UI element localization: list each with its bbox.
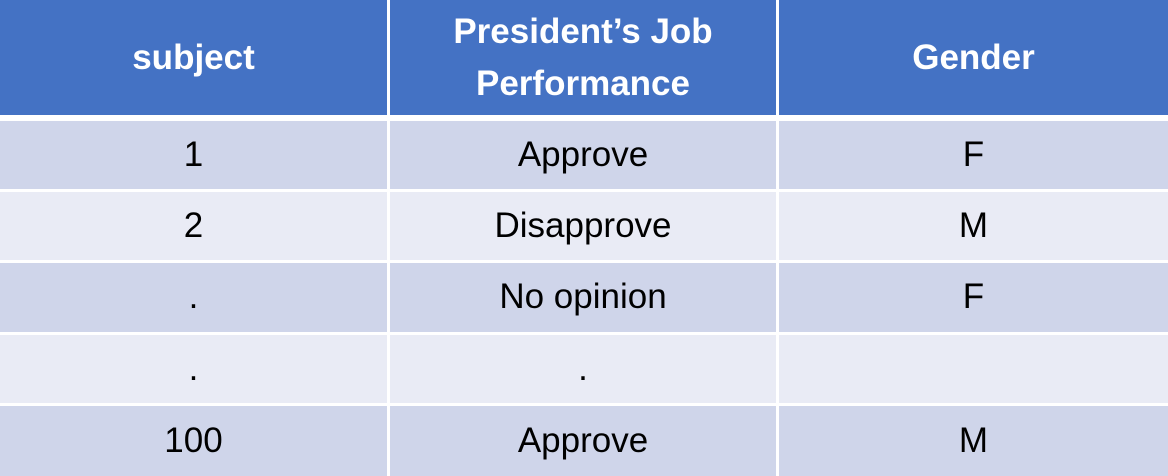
cell-gender: F	[779, 121, 1168, 193]
cell-job-performance: Approve	[390, 121, 779, 193]
column-header-label: subject	[132, 37, 255, 77]
column-header-label: Gender	[912, 37, 1035, 77]
table-row: 100 Approve M	[0, 405, 1168, 476]
cell-gender: M	[779, 405, 1168, 476]
cell-subject: 2	[0, 192, 390, 264]
column-header-subject: subject	[0, 0, 390, 121]
column-header-gender: Gender	[779, 0, 1168, 121]
cell-gender: F	[779, 263, 1168, 335]
cell-gender	[779, 334, 1168, 406]
column-header-label: President’s Job Performance	[453, 11, 713, 103]
cell-job-performance: Disapprove	[390, 192, 779, 264]
table-body: 1 Approve F 2 Disapprove M . No opinion …	[0, 121, 1168, 476]
table-row: . .	[0, 334, 1168, 406]
cell-subject: .	[0, 334, 390, 406]
cell-job-performance: Approve	[390, 405, 779, 476]
header-row: subject President’s Job Performance Gend…	[0, 0, 1168, 121]
table-row: 2 Disapprove M	[0, 192, 1168, 264]
cell-subject: 1	[0, 121, 390, 193]
cell-subject: 100	[0, 405, 390, 476]
table-header: subject President’s Job Performance Gend…	[0, 0, 1168, 121]
cell-job-performance: No opinion	[390, 263, 779, 335]
cell-subject: .	[0, 263, 390, 335]
table-row: 1 Approve F	[0, 121, 1168, 193]
cell-job-performance: .	[390, 334, 779, 406]
column-header-job-performance: President’s Job Performance	[390, 0, 779, 121]
table-row: . No opinion F	[0, 263, 1168, 335]
cell-gender: M	[779, 192, 1168, 264]
